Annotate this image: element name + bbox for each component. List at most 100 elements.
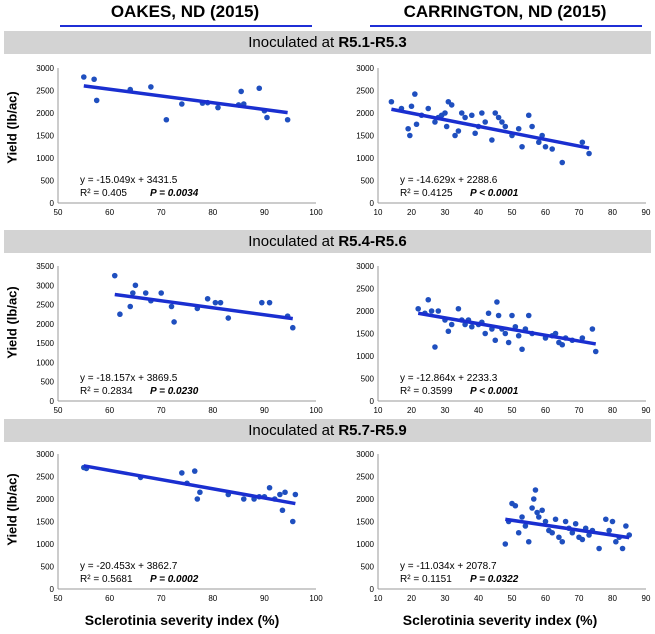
data-point [492,110,499,116]
data-point [179,101,185,107]
y-tick-label: 1000 [36,154,54,163]
data-point [512,502,519,509]
x-tick-label: 80 [208,406,217,415]
p-value-label: P = 0.0002 [150,574,199,585]
band-stage: R5.1-R5.3 [338,34,407,51]
r-squared-label: R² = 0.4125 [400,188,453,199]
column-title-carrington: CARRINGTON, ND (2015) [403,2,607,21]
scatter-chart-oakes-r57: 0 500 1000 1500 2000 2500 3000 50 60 70 80 90 100 y =… [36,450,323,603]
y-tick-label: 3000 [356,64,374,73]
data-point [405,125,411,132]
scatter-chart-oakes-r51: 0 500 1000 1500 2000 2500 3000 50 60 70 80 90 100 y =… [36,64,323,217]
y-tick-label: 2000 [36,495,54,504]
data-point [127,303,134,310]
trend-line [505,517,630,540]
data-point [238,88,244,95]
data-point [479,110,485,116]
data-point [519,346,525,353]
scatter-chart-carrington-r57: 0 500 1000 1500 2000 2500 3000 10 20 30 40 50 60 70 80… [356,450,651,603]
data-point [536,514,542,520]
data-point [225,315,232,321]
x-tick-label: 70 [575,594,584,603]
data-point [158,290,164,296]
y-tick-label: 500 [361,177,375,186]
x-tick-label: 40 [474,594,483,603]
y-tick-label: 500 [41,563,55,572]
y-tick-label: 1500 [356,330,374,339]
data-point [529,123,535,130]
data-point [443,123,450,130]
y-tick-label: 2000 [356,495,374,504]
y-tick-label: 3000 [36,281,54,290]
data-point [522,523,529,529]
data-point [562,518,569,525]
regression-equation: y = -12.864x + 2233.3 [400,373,498,384]
y-tick-label: 500 [361,375,375,384]
y-tick-label: 2500 [36,473,54,482]
x-tick-label: 20 [407,208,416,217]
data-point [499,119,505,125]
y-tick-label: 1500 [356,132,374,141]
data-point [552,330,559,337]
p-value-label: P < 0.0001 [470,188,519,199]
y-tick-label: 3000 [356,262,374,271]
data-point [256,85,263,92]
data-point [292,491,299,498]
y-tick-label: 2000 [356,109,374,118]
regression-equation: y = -14.629x + 2288.6 [400,175,498,186]
x-tick-label: 50 [54,208,63,217]
y-tick-label: 500 [41,378,55,387]
data-point [519,143,525,150]
band-prefix: Inoculated at [248,422,339,439]
x-tick-label: 40 [474,406,483,415]
data-point [525,312,532,319]
x-tick-label: 50 [508,594,517,603]
x-tick-label: 10 [374,406,383,415]
r-squared-label: R² = 0.2834 [80,386,133,397]
data-point [525,112,532,119]
data-point [289,324,296,331]
data-point [425,105,432,112]
x-tick-label: 80 [208,594,217,603]
x-tick-label: 20 [407,406,416,415]
data-point [579,536,586,543]
data-point [515,529,522,536]
x-tick-label: 10 [374,208,383,217]
x-tick-label: 100 [309,406,323,415]
data-point [572,520,579,527]
data-point [502,541,509,547]
y-tick-label: 1000 [36,358,54,367]
p-value-label: P < 0.0001 [470,386,519,397]
band-r57-r59: Inoculated at R5.7-R5.9 [4,419,651,442]
data-point [494,299,500,305]
data-point [542,518,549,525]
x-tick-label: 100 [309,208,323,217]
x-tick-label: 80 [608,208,617,217]
data-point [536,139,542,146]
x-tick-label: 100 [309,594,323,603]
data-point [482,330,488,337]
data-point [277,491,283,498]
data-point [215,104,221,111]
p-value-label: P = 0.0034 [150,188,199,199]
x-tick-label: 50 [54,406,63,415]
data-point [592,348,599,355]
data-point [552,516,559,523]
r-squared-label: R² = 0.5681 [80,574,133,585]
data-point [142,290,149,296]
y-tick-label: 1500 [356,518,374,527]
y-tick-label: 2500 [356,87,374,96]
x-tick-label: 70 [157,208,166,217]
data-point [525,538,532,545]
x-tick-label: 70 [157,594,166,603]
x-tick-label: 60 [105,594,114,603]
data-point [509,312,515,319]
data-point [613,538,619,545]
band-stage: R5.4-R5.6 [338,233,407,250]
data-point [609,518,616,525]
data-point [542,143,549,150]
y-tick-label: 1000 [356,352,374,361]
x-tick-label: 70 [575,406,584,415]
data-point [549,146,555,152]
data-point [442,110,448,116]
